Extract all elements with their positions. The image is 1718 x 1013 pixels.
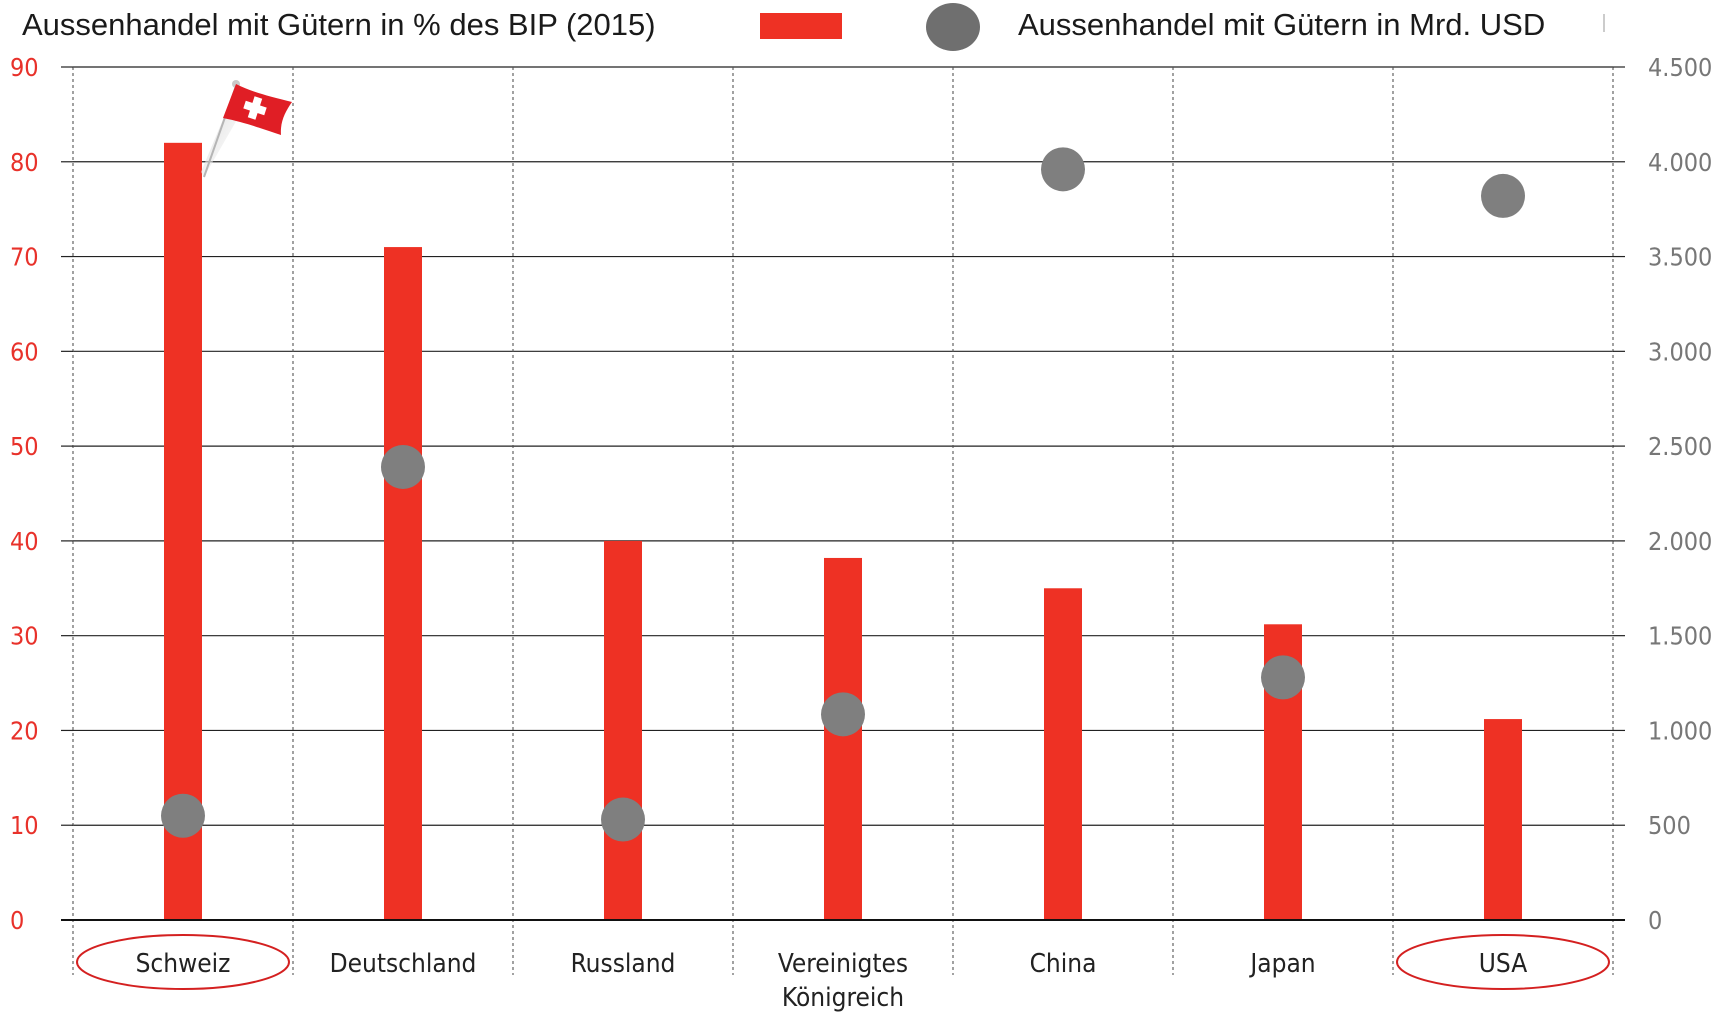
dot-schweiz — [161, 793, 205, 838]
left-tick-label: 40 — [10, 527, 39, 556]
right-tick-label: 3.500 — [1648, 243, 1712, 272]
right-tick-label: 3.000 — [1648, 337, 1712, 366]
category-label: Russland — [571, 949, 676, 979]
highlight-ellipse — [76, 934, 290, 990]
category-label: USA — [1479, 949, 1527, 979]
left-tick-label: 30 — [10, 622, 39, 651]
bar-vereinigtes-königreich — [824, 557, 862, 920]
left-tick-label: 20 — [10, 716, 39, 745]
right-tick-label: 0 — [1648, 906, 1662, 935]
left-tick-label: 60 — [10, 337, 39, 366]
legend: Aussenhandel mit Gütern in % des BIP (20… — [22, 3, 1605, 51]
dot-japan — [1261, 655, 1305, 700]
category-label: China — [1030, 949, 1097, 979]
dot-russland — [601, 797, 645, 842]
right-tick-label: 2.500 — [1648, 432, 1712, 461]
dot-series — [161, 147, 1525, 842]
left-tick-label: 80 — [10, 148, 39, 177]
bar-china — [1044, 588, 1082, 920]
category-label: Schweiz — [136, 949, 231, 979]
category-labels: Schweiz Deutschland Russland Vereinigtes Kön… — [76, 934, 1610, 1013]
dot-china — [1041, 147, 1085, 192]
right-tick-label: 4.000 — [1648, 148, 1712, 177]
bar-series — [164, 142, 1522, 921]
grid-lines — [72, 66, 1614, 975]
dot-deutschland — [381, 444, 425, 489]
right-tick-label: 1.500 — [1648, 622, 1712, 651]
legend-bar-label: Aussenhandel mit Gütern in % des BIP (20… — [22, 7, 656, 42]
legend-dot-swatch — [926, 3, 980, 51]
dot-usa — [1481, 173, 1525, 218]
right-tick-label: 2.000 — [1648, 527, 1712, 556]
category-label: Vereinigtes Königreich — [778, 949, 908, 1013]
highlight-ellipse — [1396, 934, 1610, 990]
right-tick-label: 1.000 — [1648, 716, 1712, 745]
dot-vereinigtes-königreich — [821, 692, 865, 737]
bar-usa — [1484, 719, 1522, 920]
left-tick-label: 90 — [10, 53, 39, 82]
left-tick-label: 10 — [10, 811, 39, 840]
bar-schweiz — [164, 142, 202, 921]
category-label: Deutschland — [330, 949, 477, 979]
category-label: Japan — [1248, 949, 1315, 979]
left-tick-label: 0 — [10, 906, 24, 935]
bar-deutschland — [384, 247, 422, 921]
left-tick-label: 50 — [10, 432, 39, 461]
right-tick-label: 500 — [1648, 811, 1691, 840]
right-tick-label: 4.500 — [1648, 53, 1712, 82]
left-tick-label: 70 — [10, 243, 39, 272]
axes: 0 10 20 30 40 50 60 70 80 90 0 500 1.000 1.500 2.000 2.… — [10, 53, 1712, 935]
legend-dot-label: Aussenhandel mit Gütern in Mrd. USD — [1018, 7, 1545, 42]
swiss-flag-icon — [201, 80, 292, 178]
legend-bar-swatch — [760, 13, 842, 39]
bar-russland — [604, 540, 642, 920]
